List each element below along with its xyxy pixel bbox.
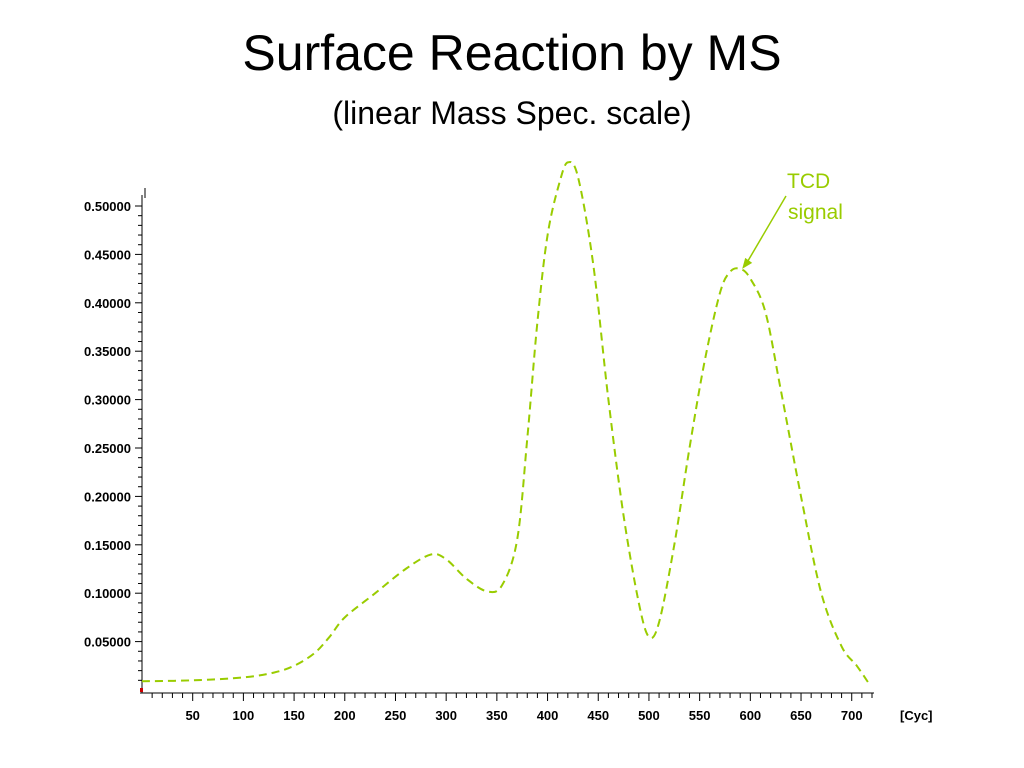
x-axis-label: [Cyc] (900, 708, 933, 723)
x-tick-label: 400 (537, 708, 559, 723)
annotation-arrow-line (745, 195, 787, 265)
x-tick-label: 450 (587, 708, 609, 723)
x-tick-label: 350 (486, 708, 508, 723)
annotation-label-tcd: TCD (787, 170, 830, 193)
x-tick-label: 50 (185, 708, 199, 723)
slide-subtitle: (linear Mass Spec. scale) (332, 95, 692, 131)
x-tick-label: 200 (334, 708, 356, 723)
y-tick-label: 0.25000 (84, 441, 131, 456)
y-tick-label: 0.10000 (84, 586, 131, 601)
y-tick-label: 0.20000 (84, 489, 131, 504)
x-tick-label: 600 (739, 708, 761, 723)
y-tick-label: 0.40000 (84, 296, 131, 311)
origin-marker (140, 688, 143, 692)
x-tick-label: 650 (790, 708, 812, 723)
annotation-arrow-head (742, 257, 753, 269)
x-tick-label: 100 (233, 708, 255, 723)
series-line-tcd (141, 160, 871, 686)
x-tick-label: 700 (841, 708, 863, 723)
y-tick-label: 0.30000 (84, 393, 131, 408)
annotation-label-signal: signal (788, 201, 843, 224)
y-tick-label: 0.50000 (84, 199, 131, 214)
x-tick-label: 150 (283, 708, 305, 723)
y-tick-label: 0.35000 (84, 344, 131, 359)
x-tick-label: 300 (435, 708, 457, 723)
x-tick-label: 500 (638, 708, 660, 723)
x-tick-label: 550 (689, 708, 711, 723)
y-tick-label: 0.05000 (84, 635, 131, 650)
x-tick-label: 250 (385, 708, 407, 723)
slide-title: Surface Reaction by MS (242, 25, 782, 81)
y-tick-label: 0.15000 (84, 538, 131, 553)
y-tick-label: 0.45000 (84, 247, 131, 262)
